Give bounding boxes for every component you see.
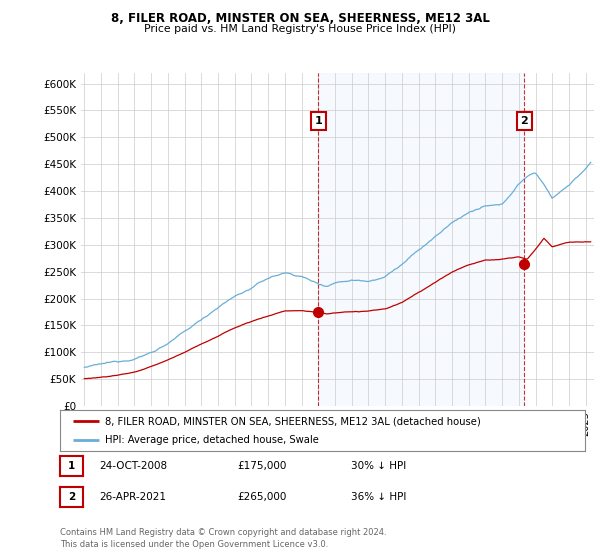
Text: 8, FILER ROAD, MINSTER ON SEA, SHEERNESS, ME12 3AL (detached house): 8, FILER ROAD, MINSTER ON SEA, SHEERNESS… bbox=[104, 417, 481, 426]
Bar bbox=[318, 73, 524, 406]
Text: 2: 2 bbox=[520, 116, 528, 126]
Text: 24-OCT-2008: 24-OCT-2008 bbox=[99, 461, 167, 471]
Text: 36% ↓ HPI: 36% ↓ HPI bbox=[351, 492, 406, 502]
Text: HPI: Average price, detached house, Swale: HPI: Average price, detached house, Swal… bbox=[104, 435, 319, 445]
Text: 30% ↓ HPI: 30% ↓ HPI bbox=[351, 461, 406, 471]
Text: 8, FILER ROAD, MINSTER ON SEA, SHEERNESS, ME12 3AL: 8, FILER ROAD, MINSTER ON SEA, SHEERNESS… bbox=[110, 12, 490, 25]
Text: 1: 1 bbox=[314, 116, 322, 126]
Text: 2: 2 bbox=[68, 492, 75, 502]
Text: Contains HM Land Registry data © Crown copyright and database right 2024.
This d: Contains HM Land Registry data © Crown c… bbox=[60, 528, 386, 549]
Text: £265,000: £265,000 bbox=[237, 492, 286, 502]
Text: 26-APR-2021: 26-APR-2021 bbox=[99, 492, 166, 502]
Text: 1: 1 bbox=[68, 461, 75, 471]
Text: Price paid vs. HM Land Registry's House Price Index (HPI): Price paid vs. HM Land Registry's House … bbox=[144, 24, 456, 34]
Text: £175,000: £175,000 bbox=[237, 461, 286, 471]
